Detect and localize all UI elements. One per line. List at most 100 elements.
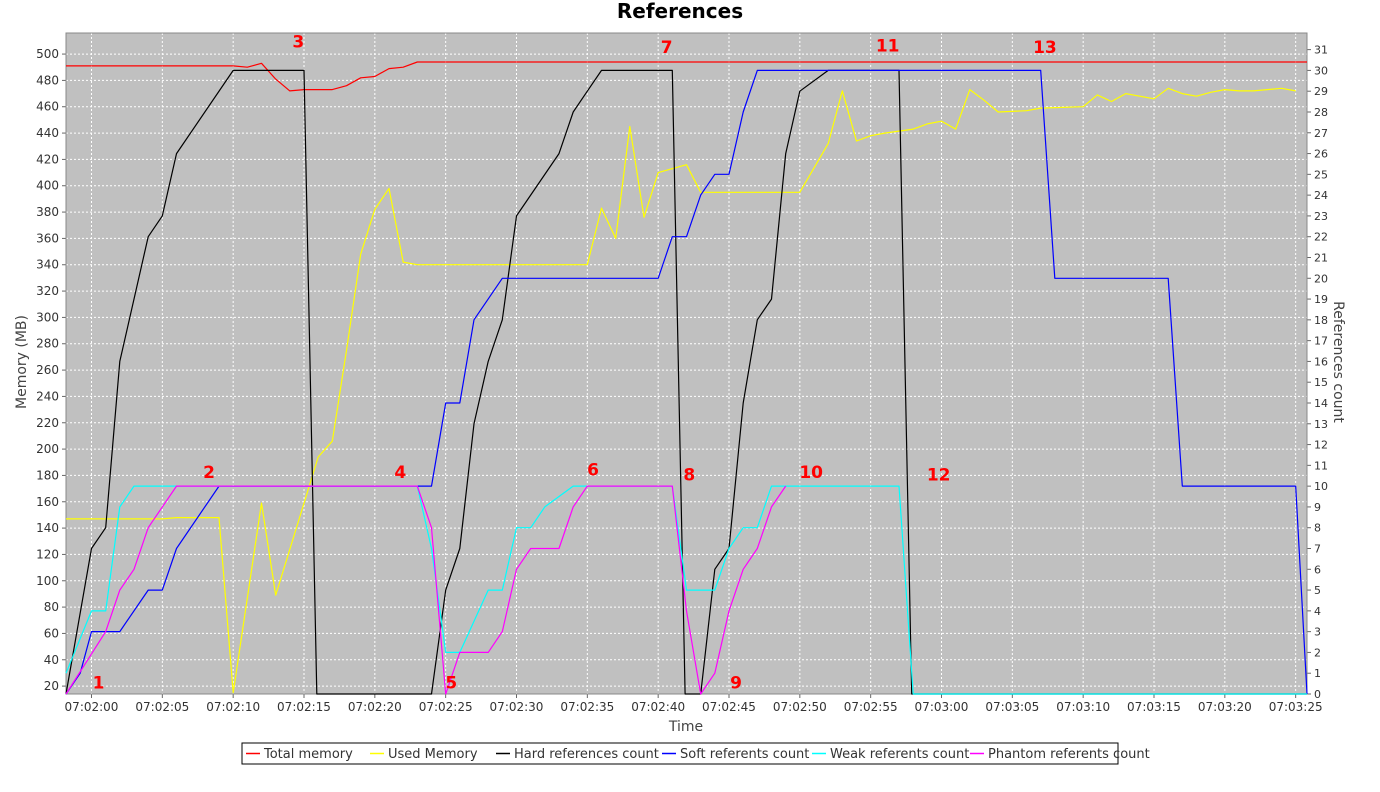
legend: Total memory Used Memory Hard references c… <box>241 742 1150 765</box>
y-right-tick-label: 19 <box>1314 293 1328 306</box>
legend-box <box>241 742 1119 765</box>
series-lines <box>65 61 1308 695</box>
y-left-tick-label: 200 <box>36 442 59 456</box>
x-tick-label: 07:02:40 <box>631 700 685 714</box>
y-right-tick-label: 26 <box>1314 148 1328 161</box>
y-right-tick-label: 27 <box>1314 127 1328 140</box>
phantom-referents-count-line <box>65 485 787 695</box>
total-memory-line <box>66 61 1307 92</box>
y-left-tick-label: 220 <box>36 416 59 430</box>
y-right-tick-label: 12 <box>1314 439 1328 452</box>
y-right-tick-label: 14 <box>1314 397 1328 410</box>
x-tick-label: 07:03:05 <box>985 700 1039 714</box>
annotation-label: 8 <box>683 466 695 486</box>
y-right-tick-label: 30 <box>1314 64 1328 77</box>
y-right-tick-label: 23 <box>1314 210 1328 223</box>
x-tick-label: 07:03:10 <box>1056 700 1110 714</box>
annotation-label: 6 <box>587 460 599 480</box>
x-tick-label: 07:02:45 <box>702 700 756 714</box>
x-tick-label: 07:02:20 <box>348 700 402 714</box>
y-right-tick-label: 24 <box>1314 189 1328 202</box>
plot-area <box>66 33 1307 694</box>
y-left-tick-label: 100 <box>36 574 59 588</box>
y-left-tick-label: 480 <box>36 73 59 87</box>
y-left-tick-label: 400 <box>36 179 59 193</box>
x-tick-label: 07:03:25 <box>1269 700 1323 714</box>
y-left-tick-label: 320 <box>36 284 59 298</box>
y-right-tick-label: 29 <box>1314 85 1328 98</box>
y-axis-left-title: Memory (MB) <box>14 315 30 409</box>
y-right-tick-label: 1 <box>1314 667 1321 680</box>
y-right-tick-label: 4 <box>1314 605 1321 618</box>
y-right-tick-label: 31 <box>1314 44 1328 57</box>
y-right-tick-label: 13 <box>1314 418 1328 431</box>
annotation-label: 13 <box>1033 38 1057 58</box>
y-right-tick-label: 0 <box>1314 688 1321 701</box>
x-tick-label: 07:03:20 <box>1198 700 1252 714</box>
x-tick-label: 07:03:00 <box>915 700 969 714</box>
y-right-tick-label: 2 <box>1314 646 1321 659</box>
y-right-tick-label: 15 <box>1314 376 1328 389</box>
y-right-tick-label: 7 <box>1314 542 1321 555</box>
y-left-tick-label: 500 <box>36 47 59 61</box>
annotation-label: 2 <box>203 463 215 483</box>
y-left-tick-label: 180 <box>36 468 59 482</box>
y-left-tick-label: 60 <box>44 626 59 640</box>
legend-item-label: Hard references count <box>514 747 659 762</box>
y-right-tick-label: 20 <box>1314 272 1328 285</box>
y-left-tick-label: 280 <box>36 337 59 351</box>
annotation-label: 4 <box>394 463 406 483</box>
x-tick-label: 07:02:05 <box>135 700 189 714</box>
x-tick-label: 07:02:35 <box>560 700 614 714</box>
x-tick-label: 07:02:55 <box>844 700 898 714</box>
annotation-label: 3 <box>292 32 304 52</box>
y-left-tick-label: 380 <box>36 205 59 219</box>
y-left-tick-label: 40 <box>44 653 59 667</box>
y-right-tick-label: 5 <box>1314 584 1321 597</box>
x-axis-title: Time <box>668 719 703 735</box>
y-left-tick-label: 160 <box>36 495 59 509</box>
axes: 07:02:00 07:02:05 07:02:10 07:02:15 07:02:20… <box>36 32 1328 714</box>
y-left-tick-label: 80 <box>44 600 59 614</box>
y-right-tick-label: 21 <box>1314 251 1328 264</box>
y-right-tick-label: 6 <box>1314 563 1321 576</box>
annotation-label: 7 <box>661 38 673 58</box>
y-right-tick-label: 18 <box>1314 314 1328 327</box>
y-right-tick-label: 11 <box>1314 459 1328 472</box>
x-tick-label: 07:02:15 <box>277 700 331 714</box>
y-right-tick-label: 10 <box>1314 480 1328 493</box>
y-axis-right-title: References count <box>1330 301 1346 423</box>
x-tick-label: 07:03:15 <box>1127 700 1181 714</box>
y-right-tick-label: 17 <box>1314 335 1328 348</box>
y-right-tick-label: 22 <box>1314 231 1328 244</box>
y-left-tick-label: 420 <box>36 152 59 166</box>
soft-referents-count-line <box>65 69 1308 695</box>
y-left-tick-label: 20 <box>44 679 59 693</box>
legend-item-label: Phantom referents count <box>988 747 1150 762</box>
y-right-tick-label: 3 <box>1314 626 1321 639</box>
y-left-tick-label: 440 <box>36 126 59 140</box>
legend-item-label: Total memory <box>263 747 353 762</box>
y-right-tick-label: 28 <box>1314 106 1328 119</box>
y-left-tick-label: 120 <box>36 547 59 561</box>
legend-item-label: Soft referents count <box>680 747 809 762</box>
annotation-label: 5 <box>445 674 457 694</box>
x-tick-label: 07:02:50 <box>773 700 827 714</box>
x-tick-label: 07:02:00 <box>65 700 119 714</box>
y-right-tick-label: 25 <box>1314 168 1328 181</box>
y-right-tick-label: 8 <box>1314 522 1321 535</box>
x-tick-label: 07:02:25 <box>419 700 473 714</box>
x-tick-label: 07:02:10 <box>206 700 260 714</box>
y-right-tick-label: 9 <box>1314 501 1321 514</box>
annotation-label: 1 <box>93 674 105 694</box>
legend-item-label: Used Memory <box>388 747 478 762</box>
annotation-label: 9 <box>730 674 742 694</box>
x-tick-label: 07:02:30 <box>490 700 544 714</box>
y-left-tick-label: 340 <box>36 258 59 272</box>
used-memory-line <box>66 87 1296 694</box>
y-left-tick-label: 260 <box>36 363 59 377</box>
weak-referents-count-line <box>65 485 1307 695</box>
y-left-tick-label: 360 <box>36 231 59 245</box>
